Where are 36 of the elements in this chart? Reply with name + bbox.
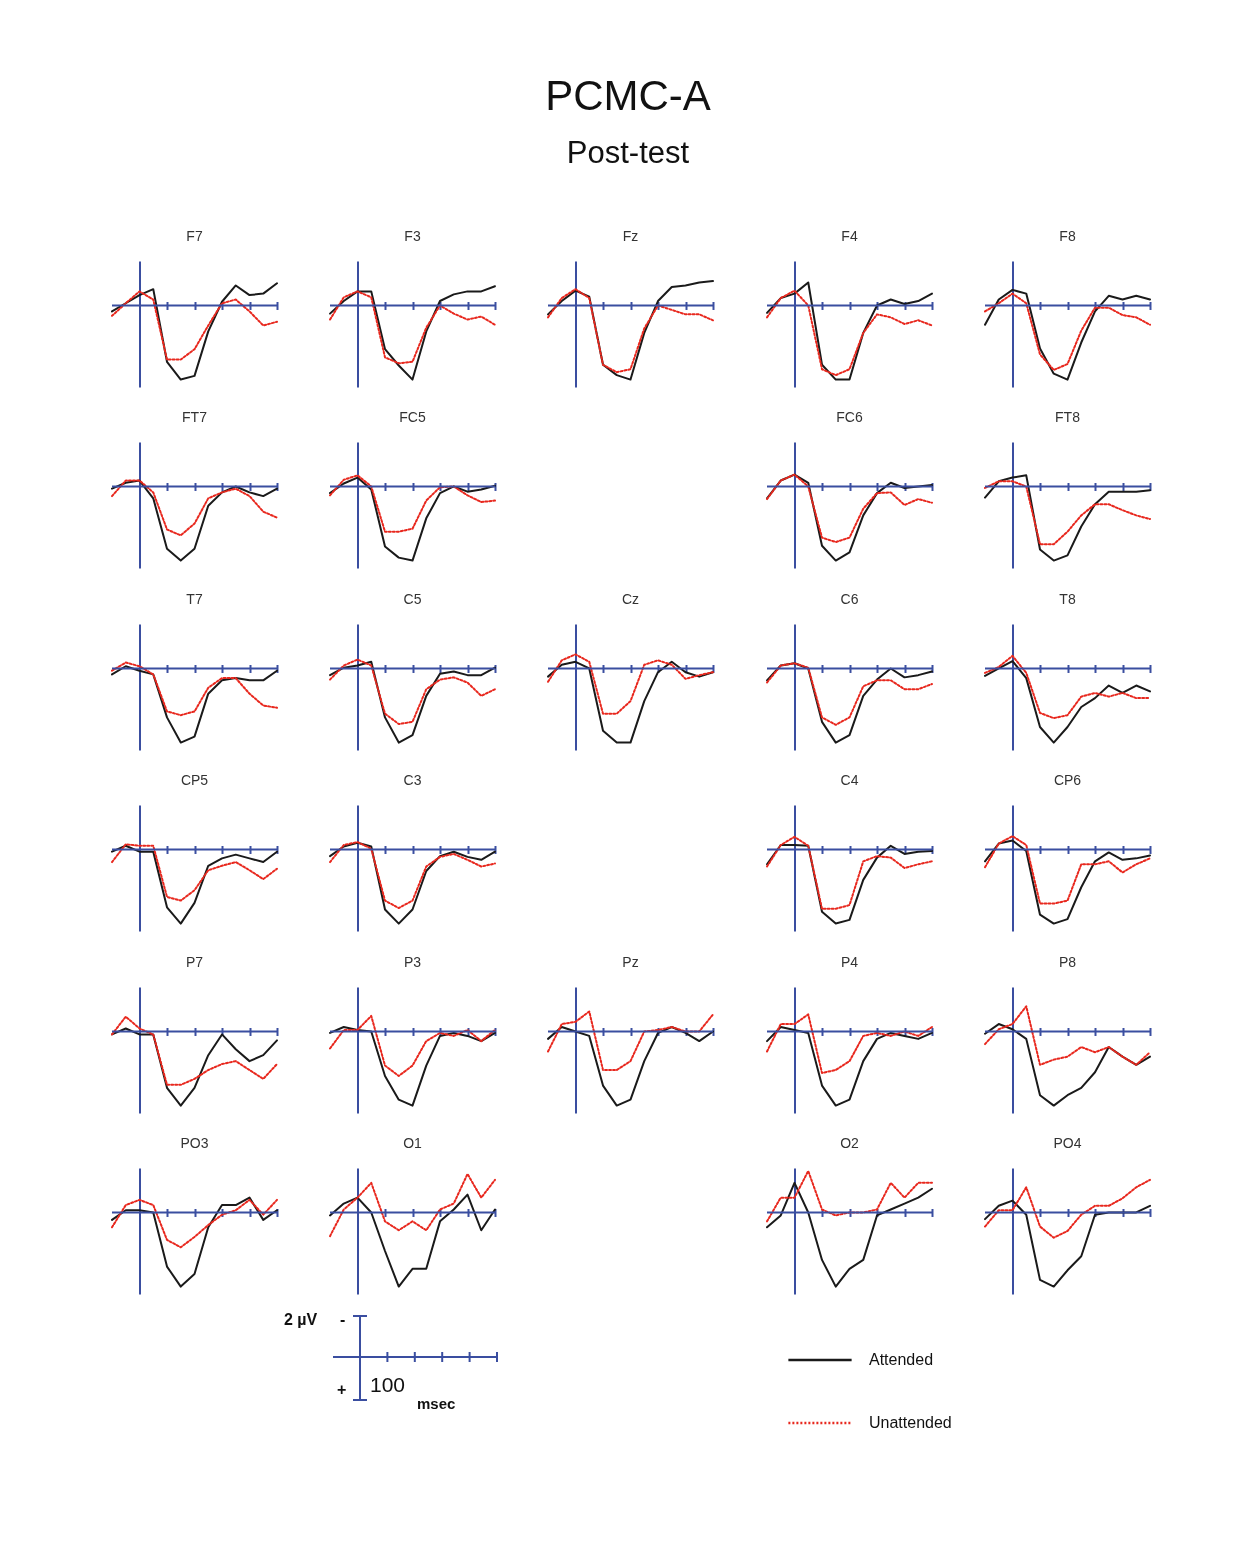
chart-title: C3 <box>403 772 422 788</box>
text: PCMC-A <box>544 72 712 120</box>
chart-title: F7 <box>186 228 203 244</box>
chart-title: Cz <box>621 591 640 607</box>
chart-title: FT8 <box>1055 409 1081 425</box>
chart-title: T7 <box>186 591 203 607</box>
text: msec <box>417 1395 456 1412</box>
text: 100 <box>370 1373 406 1397</box>
chart-title: FC5 <box>399 409 426 425</box>
chart-title: Fz <box>622 228 639 244</box>
chart-title: Pz <box>622 954 639 970</box>
legend-label: Unattended <box>869 1414 952 1431</box>
chart-title: PO3 <box>180 1135 209 1151</box>
text: + <box>337 1381 347 1399</box>
chart-title: PO4 <box>1053 1135 1082 1151</box>
chart-title: P3 <box>403 954 422 970</box>
chart-title: P7 <box>185 954 204 970</box>
chart-title: T8 <box>1059 591 1076 607</box>
chart-title: F3 <box>404 228 421 244</box>
chart-title: FT7 <box>182 409 208 425</box>
chart-title: CP5 <box>180 772 209 788</box>
chart-title: O1 <box>403 1135 423 1151</box>
chart-title: C6 <box>840 591 859 607</box>
legend-label: Attended <box>869 1351 934 1368</box>
chart-title: FC6 <box>836 409 863 425</box>
text: Post-test <box>565 135 691 171</box>
chart-title: F4 <box>841 228 858 244</box>
chart-title: C4 <box>840 772 859 788</box>
chart-title: P8 <box>1058 954 1077 970</box>
chart-title: C5 <box>403 591 422 607</box>
text: - <box>340 1311 346 1329</box>
chart-title: F8 <box>1059 228 1076 244</box>
chart-title: CP6 <box>1053 772 1082 788</box>
text: 2 µV <box>284 1311 318 1329</box>
chart-title: P4 <box>840 954 859 970</box>
chart-title: O2 <box>840 1135 860 1151</box>
